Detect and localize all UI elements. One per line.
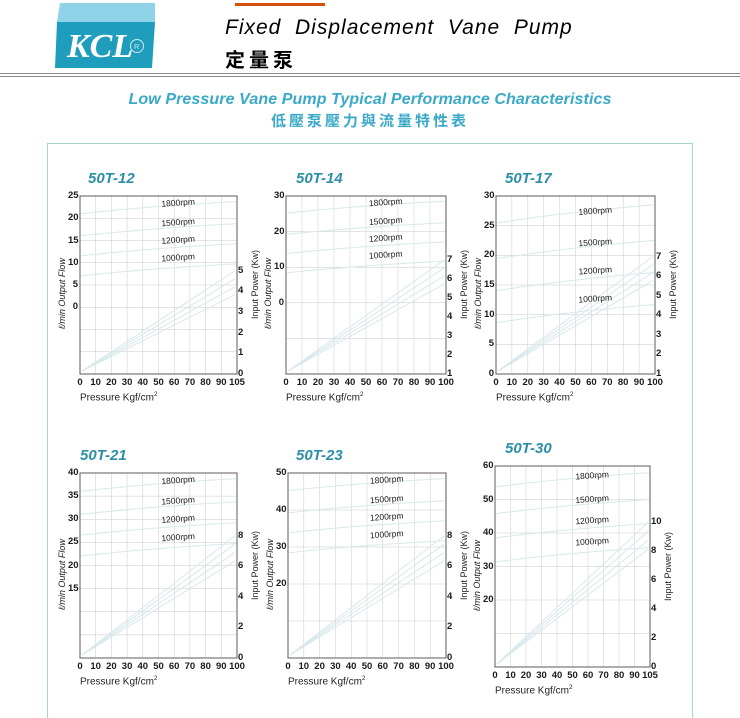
svg-text:KCL: KCL xyxy=(66,28,133,65)
svg-text:1200rpm: 1200rpm xyxy=(575,514,609,526)
svg-text:1800rpm: 1800rpm xyxy=(369,196,403,208)
svg-text:1200rpm: 1200rpm xyxy=(369,232,403,244)
svg-text:1500rpm: 1500rpm xyxy=(575,493,609,505)
svg-text:1800rpm: 1800rpm xyxy=(575,469,609,481)
svg-text:1000rpm: 1000rpm xyxy=(369,248,403,260)
svg-text:1000rpm: 1000rpm xyxy=(575,535,609,547)
svg-text:R: R xyxy=(134,42,140,51)
